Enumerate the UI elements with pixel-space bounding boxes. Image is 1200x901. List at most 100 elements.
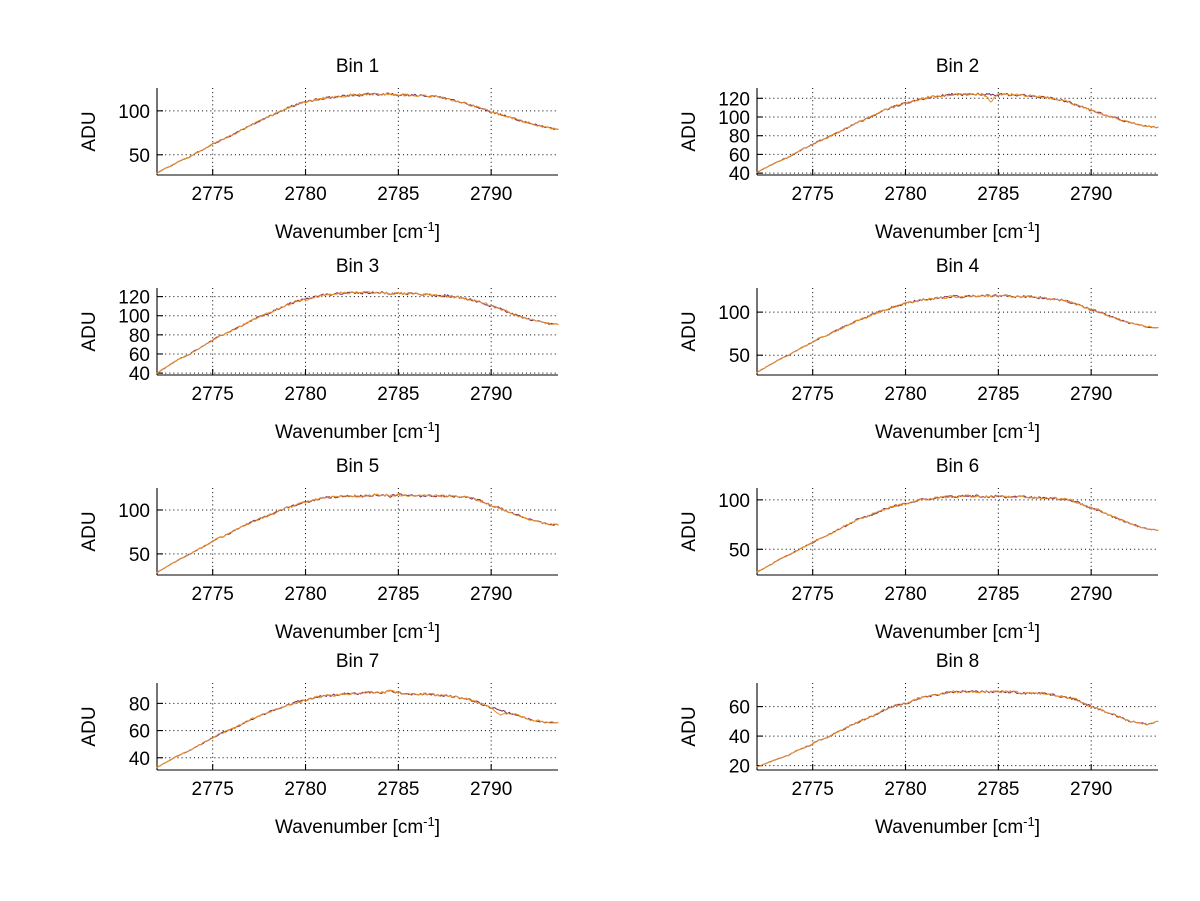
y-tick-label: 100: [118, 102, 150, 123]
x-axis-label-bracket: ]: [435, 422, 440, 443]
x-tick-label: 2785: [977, 384, 1019, 405]
y-axis-label: ADU: [679, 311, 700, 351]
y-tick-label: 20: [729, 757, 750, 778]
y-tick-label: 120: [118, 288, 150, 309]
subplot-title: Bin 1: [336, 56, 379, 77]
subplot-title: Bin 7: [336, 651, 379, 672]
data-trace-measured: [756, 690, 1159, 768]
x-axis-label: Wavenumber [cm-1]: [275, 619, 440, 643]
y-tick-label: 60: [129, 722, 150, 743]
x-tick-label: 2775: [192, 384, 234, 405]
x-tick-label: 2785: [377, 779, 419, 800]
subplot-title: Bin 6: [936, 456, 979, 477]
data-trace-model: [156, 92, 559, 174]
y-tick-label: 60: [129, 345, 150, 366]
x-tick-label: 2775: [192, 584, 234, 605]
x-axis-label: Wavenumber [cm-1]: [275, 814, 440, 838]
x-axis-label: Wavenumber [cm-1]: [875, 619, 1040, 643]
x-axis-label-main: Wavenumber [cm: [275, 817, 423, 838]
data-trace-model: [756, 494, 1159, 573]
x-tick-label: 2785: [377, 584, 419, 605]
data-trace-measured: [156, 493, 559, 573]
subplot-title: Bin 4: [936, 256, 980, 277]
subplot-title: Bin 8: [936, 651, 979, 672]
x-tick-label: 2785: [977, 584, 1019, 605]
y-tick-label: 40: [129, 364, 150, 385]
data-trace-measured: [756, 294, 1159, 373]
x-tick-label: 2790: [1070, 779, 1112, 800]
x-tick-label: 2785: [977, 779, 1019, 800]
y-tick-label: 60: [729, 145, 750, 166]
subplot-bin-7: Bin 7 40 60 80 2775 2780 2785 2790 ADU Wavenumber…: [20, 645, 580, 845]
x-axis-label: Wavenumber [cm-1]: [275, 219, 440, 243]
x-tick-label: 2790: [470, 384, 512, 405]
x-axis-label: Wavenumber [cm-1]: [875, 814, 1040, 838]
x-tick-label: 2775: [792, 384, 834, 405]
x-axis-label-superscript: -1: [1023, 619, 1035, 634]
data-trace-measured: [756, 92, 1159, 173]
x-axis-label-bracket: ]: [1035, 222, 1040, 243]
y-tick-label: 40: [729, 164, 750, 185]
y-tick-label: 40: [729, 727, 750, 748]
x-axis-label-superscript: -1: [423, 419, 435, 434]
data-trace-measured: [156, 92, 559, 174]
x-tick-label: 2775: [192, 779, 234, 800]
x-tick-label: 2780: [884, 584, 926, 605]
y-tick-label: 100: [718, 303, 750, 324]
x-axis-label-main: Wavenumber [cm: [875, 222, 1023, 243]
x-axis-label-main: Wavenumber [cm: [875, 422, 1023, 443]
subplot-title: Bin 2: [936, 56, 979, 77]
y-tick-label: 50: [129, 146, 150, 167]
y-axis-label: ADU: [79, 311, 100, 351]
x-axis-label-superscript: -1: [423, 619, 435, 634]
y-axis-label: ADU: [679, 706, 700, 746]
x-tick-label: 2780: [284, 384, 326, 405]
x-axis-label-superscript: -1: [423, 219, 435, 234]
y-tick-label: 80: [729, 127, 750, 148]
y-tick-label: 50: [729, 540, 750, 561]
x-axis-label-main: Wavenumber [cm: [275, 422, 423, 443]
x-tick-label: 2790: [470, 779, 512, 800]
data-trace-measured: [756, 494, 1159, 573]
y-tick-label: 80: [129, 694, 150, 715]
x-tick-label: 2780: [284, 584, 326, 605]
y-tick-label: 50: [129, 545, 150, 566]
data-trace-model: [756, 294, 1159, 374]
data-trace-model: [756, 690, 1159, 768]
x-axis-label-superscript: -1: [423, 814, 435, 829]
subplot-bin-5: Bin 5 50 100 2775 2780 2785 2790 ADU Wavenumber …: [20, 450, 580, 650]
y-axis-label: ADU: [79, 111, 100, 151]
x-tick-label: 2785: [377, 184, 419, 205]
subplot-bin-3: Bin 3 40 60 80 100 120 2775 2780 2785 2790 ADU Wave…: [20, 250, 580, 450]
x-axis-label-main: Wavenumber [cm: [275, 222, 423, 243]
subplot-bin-2: Bin 2 40 60 80 100 120 2775 2780 2785 2790 ADU Wave…: [620, 50, 1180, 250]
subplot-title: Bin 5: [336, 456, 379, 477]
x-axis-label-bracket: ]: [435, 817, 440, 838]
data-trace-model: [156, 291, 559, 374]
x-axis-label-bracket: ]: [435, 222, 440, 243]
data-trace-model: [156, 689, 559, 768]
x-tick-label: 2780: [884, 184, 926, 205]
data-trace-model: [156, 493, 559, 574]
x-tick-label: 2775: [792, 584, 834, 605]
x-tick-label: 2775: [192, 184, 234, 205]
subplot-title: Bin 3: [336, 256, 379, 277]
data-trace-model: [756, 92, 1159, 173]
subplot-bin-6: Bin 6 50 100 2775 2780 2785 2790 ADU Wavenumber …: [620, 450, 1180, 650]
x-axis-label-superscript: -1: [1023, 219, 1035, 234]
y-axis-label: ADU: [679, 111, 700, 151]
x-tick-label: 2775: [792, 184, 834, 205]
y-axis-label: ADU: [79, 706, 100, 746]
x-tick-label: 2790: [1070, 584, 1112, 605]
x-axis-label-main: Wavenumber [cm: [875, 817, 1023, 838]
x-axis-label: Wavenumber [cm-1]: [875, 219, 1040, 243]
y-axis-label: ADU: [79, 511, 100, 551]
subplot-bin-8: Bin 8 20 40 60 2775 2780 2785 2790 ADU Wavenumber…: [620, 645, 1180, 845]
x-tick-label: 2790: [470, 184, 512, 205]
x-tick-label: 2780: [284, 184, 326, 205]
x-tick-label: 2785: [377, 384, 419, 405]
x-tick-label: 2790: [470, 584, 512, 605]
y-axis-label: ADU: [679, 511, 700, 551]
y-tick-label: 100: [718, 491, 750, 512]
